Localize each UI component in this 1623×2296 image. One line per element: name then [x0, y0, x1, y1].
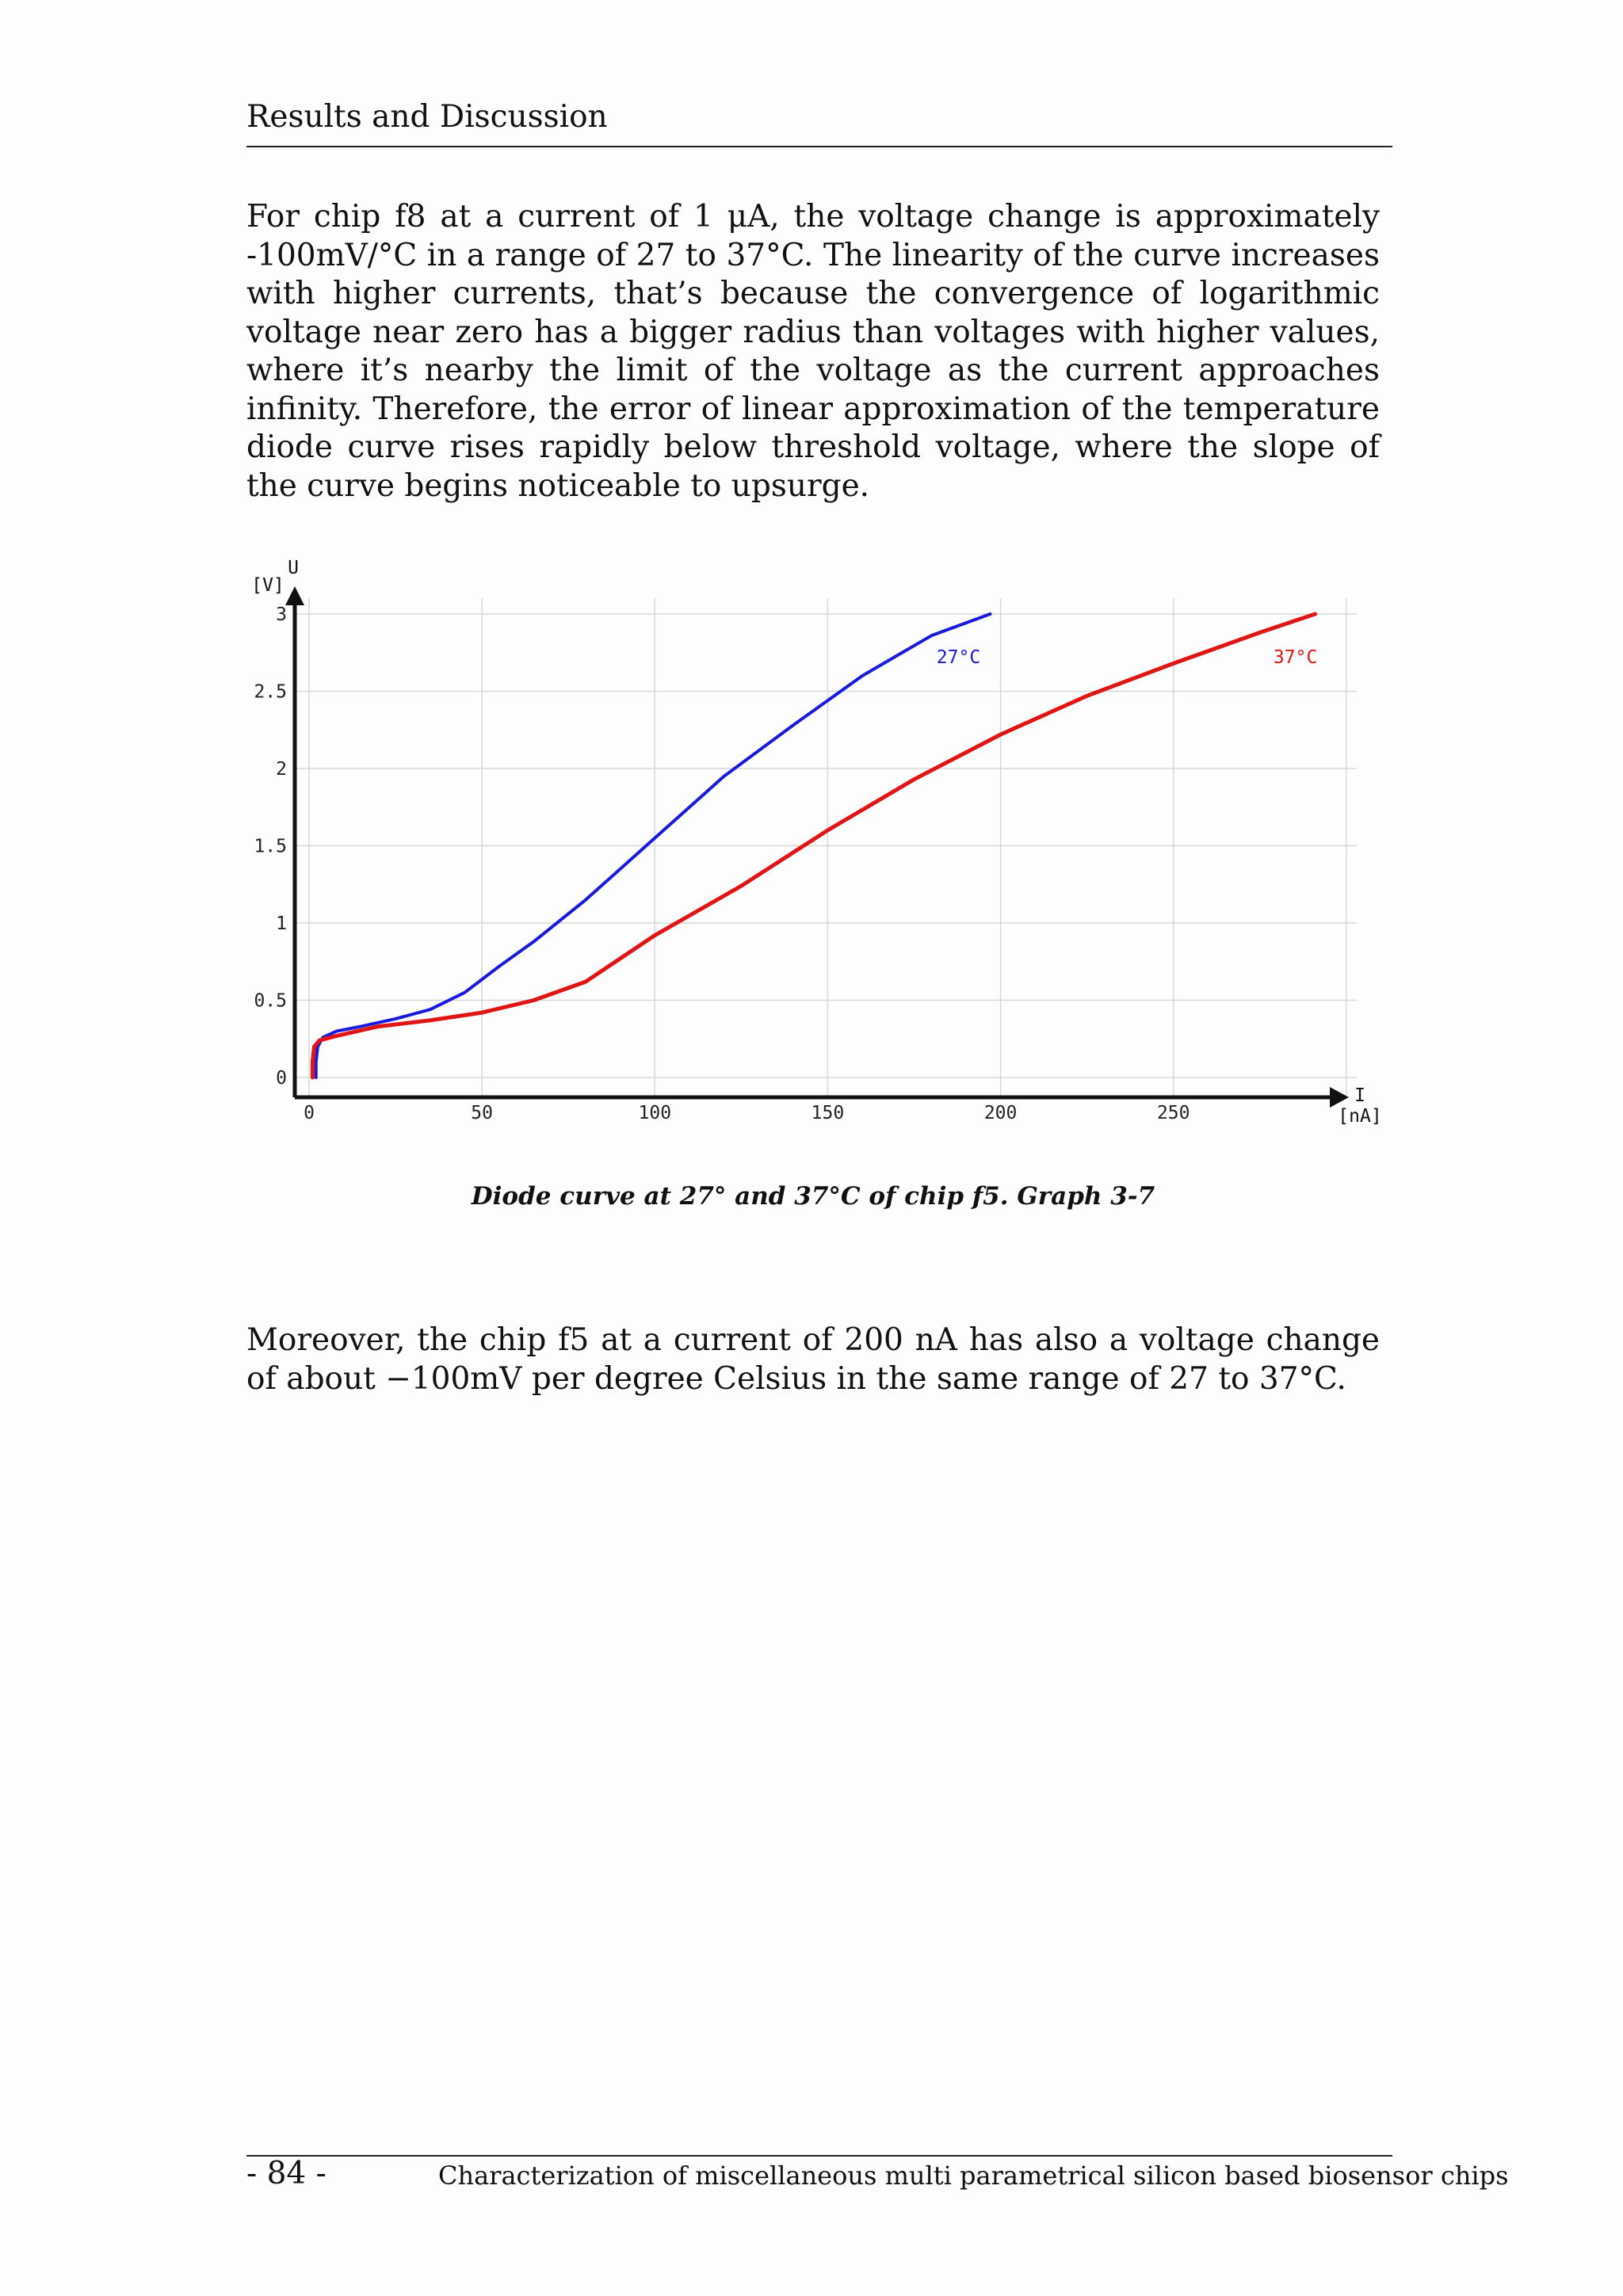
footer-rule	[246, 2155, 1392, 2157]
y-tick-label: 0.5	[254, 991, 287, 1012]
chart-axes	[285, 586, 1349, 1108]
x-tick-label: 50	[471, 1103, 493, 1123]
y-tick-label: 1	[276, 913, 287, 934]
x-tick-label: 150	[812, 1103, 845, 1123]
y-tick-label: 1.5	[254, 837, 287, 857]
y-tick-label: 3	[276, 605, 287, 625]
y-tick-label: 0	[276, 1068, 287, 1089]
x-tick-label: 250	[1157, 1103, 1190, 1123]
header-rule	[246, 146, 1392, 147]
x-axis-arrow	[1330, 1087, 1349, 1108]
footer-title: Characterization of miscellaneous multi …	[438, 2161, 1509, 2191]
y-axis-unit: [V]	[251, 575, 285, 596]
x-tick-label: 200	[984, 1103, 1018, 1123]
chart-grid	[293, 598, 1357, 1097]
x-tick-label: 0	[304, 1103, 315, 1123]
x-tick-label: 100	[639, 1103, 672, 1123]
diode-curve-chart: 0 50 100 150 200 250 0 0.5 1 1.5 2 2.5 3 U[V] I[nA] 27…	[251, 558, 1381, 1127]
paragraph-1: For chip f8 at a current of 1 μA, the vo…	[246, 199, 1380, 504]
paragraph-2: Moreover, the chip f5 at a current of 20…	[246, 1322, 1380, 1397]
series-line-37c	[310, 612, 1318, 1080]
series-label: 37°C	[1274, 647, 1317, 668]
running-header: Results and Discussion	[246, 99, 608, 135]
x-axis-unit: [nA]	[1338, 1106, 1381, 1127]
figure-caption: Diode curve at 27° and 37°C of chip f5. …	[471, 1182, 1155, 1211]
page-number: - 84 -	[246, 2156, 327, 2191]
chart-series	[310, 612, 1318, 1080]
chart-labels: U[V] I[nA] 27°C 37°C	[251, 558, 1381, 1127]
chart-ticks: 0 50 100 150 200 250 0 0.5 1 1.5 2 2.5 3	[254, 605, 1190, 1123]
series-label: 27°C	[937, 647, 980, 668]
y-tick-label: 2.5	[254, 682, 287, 703]
x-axis-name: I	[1354, 1085, 1365, 1106]
y-axis-arrow	[285, 586, 304, 605]
y-tick-label: 2	[276, 759, 287, 780]
y-axis-name: U	[288, 558, 299, 578]
diode-curve-figure: 0 50 100 150 200 250 0 0.5 1 1.5 2 2.5 3 U [V] I [nA] 27…	[238, 555, 1395, 1149]
